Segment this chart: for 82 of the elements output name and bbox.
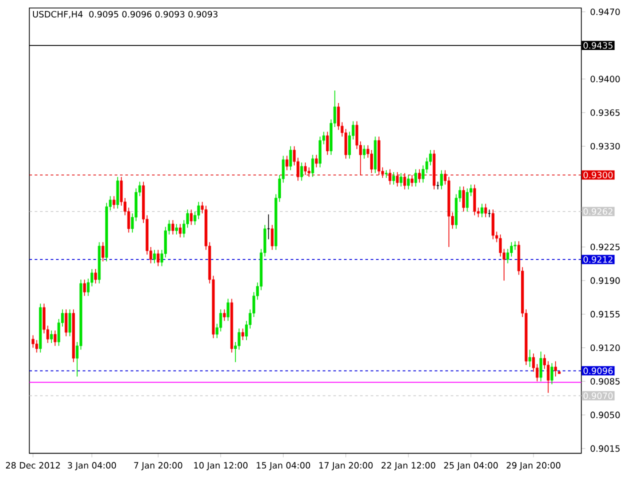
candlestick [396,172,399,187]
candlestick [175,224,178,235]
y-tick-label: 0.9015 [590,445,620,452]
candlestick [414,168,418,187]
candlestick [226,298,230,322]
candlestick [308,166,310,178]
candlestick [462,186,465,212]
candlestick [506,248,510,264]
candlestick [344,128,348,160]
ref-line-label: 0.9096 [584,368,613,374]
y-tick-label: 0.9330 [590,142,620,150]
y-tick-label: 0.9365 [590,109,620,116]
x-tick-label: 29 Jan 20:00 [506,462,560,470]
candlestick [68,308,72,337]
candlestick [171,220,174,235]
candlestick [270,224,274,250]
x-tick-label: 25 Jan 04:00 [444,462,498,470]
candlestick [466,188,469,212]
candlestick [35,340,38,353]
candlestick [112,196,116,209]
candlestick [392,172,396,185]
candlestick [94,268,97,284]
candlestick [473,184,476,216]
x-tick-label: 17 Jan 20:00 [319,462,373,470]
x-tick-label: 3 Jan 04:00 [68,462,116,470]
candlestick [492,209,494,240]
candlestick [83,279,86,296]
candlestick [539,351,542,382]
candlestick [484,203,488,218]
y-tick-label: 0.9190 [590,277,620,284]
chart-subtitle: 0.9095 0.9096 0.9093 0.9093 [89,10,218,18]
y-tick-label: 0.9085 [590,378,620,385]
x-tick-label: 28 Dec 2012 [6,462,60,469]
candlestick [403,172,406,190]
y-tick-label: 0.9155 [590,310,620,318]
y-tick-label: 0.9120 [590,344,620,352]
candlestick [318,136,322,168]
candlestick [289,146,292,171]
candlestick [54,330,56,346]
candlestick [418,168,421,184]
candlestick [223,308,226,322]
candlestick [300,162,304,182]
candlestick [550,362,554,385]
candlestick [429,150,432,166]
candlestick [554,360,557,377]
y-tick-label: 0.9470 [590,8,620,16]
candlestick [528,349,532,368]
candlestick [400,172,402,187]
candlestick [64,308,68,337]
ref-line-label: 0.9435 [584,42,612,49]
candlestick [362,144,366,160]
candlestick [32,334,34,348]
candlestick [480,203,484,218]
ref-line-label: 0.9300 [584,172,613,178]
candlestick [388,168,392,185]
chart-title: USDCHF,H4 [33,10,83,18]
candlestick [116,176,120,209]
candlestick [440,170,443,190]
candlestick [286,155,288,171]
candlestick [241,328,244,340]
candlestick [422,165,424,184]
candlestick [156,249,160,267]
candlestick [510,242,513,257]
candlestick [314,154,318,168]
candlestick [190,209,193,226]
y-tick-label: 0.9400 [590,76,620,82]
ref-line-label: 0.9212 [584,256,612,263]
x-tick-label: 22 Jan 12:00 [382,462,436,470]
candlestick [178,224,182,238]
x-tick-label: 7 Jan 20:00 [134,462,182,470]
candlestick [406,174,410,190]
x-tick-label: 10 Jan 12:00 [194,462,248,470]
y-tick-label: 0.9225 [590,244,620,250]
candlestick [326,131,329,156]
candlestick [410,174,414,187]
candlestick [311,154,314,178]
candlestick [102,242,104,262]
y-tick-label: 0.9050 [590,412,620,418]
candlestick [304,162,307,176]
x-tick-label: 15 Jan 04:00 [256,462,310,470]
candlestick [50,330,53,344]
candlestick [153,249,156,264]
